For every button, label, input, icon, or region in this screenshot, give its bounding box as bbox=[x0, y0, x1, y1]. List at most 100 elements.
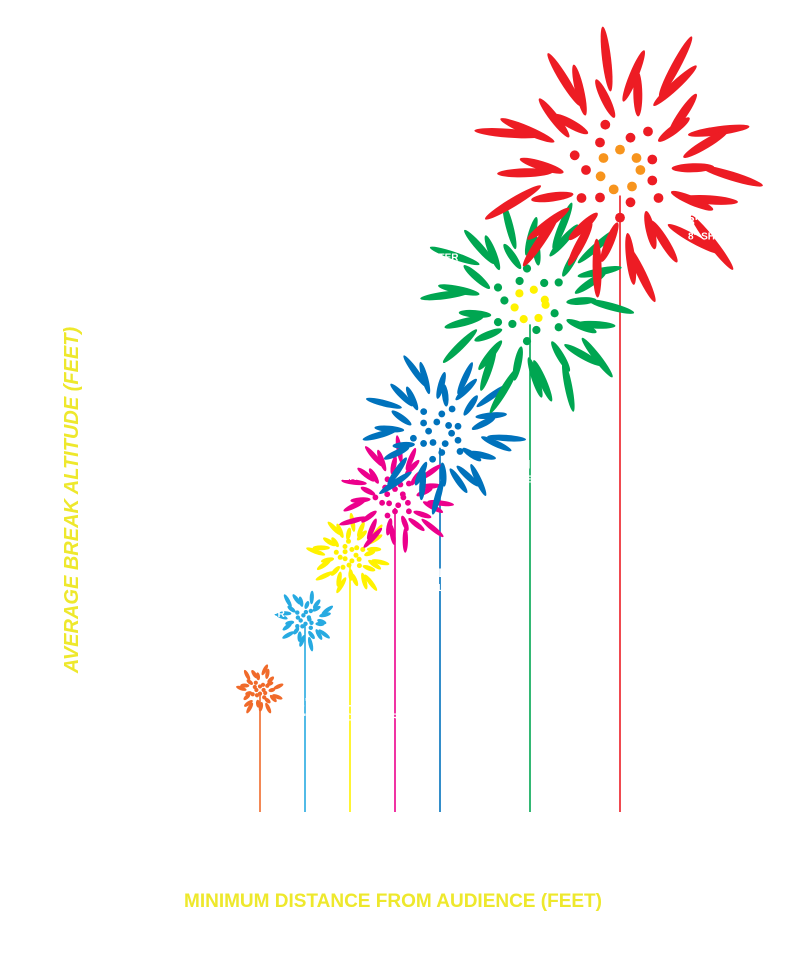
burst-dot bbox=[454, 436, 462, 444]
burst-petal bbox=[463, 265, 491, 289]
shell-label: 4" SHELL bbox=[301, 455, 356, 469]
burst-dot bbox=[265, 683, 270, 688]
burst-petal bbox=[441, 384, 449, 407]
burst-petal bbox=[304, 601, 310, 609]
burst-petal bbox=[527, 357, 543, 398]
burst-petal bbox=[306, 547, 326, 556]
burst-petal bbox=[327, 521, 341, 536]
burst-dot bbox=[346, 562, 352, 568]
burst-petal bbox=[650, 220, 678, 263]
burst-dot bbox=[250, 692, 255, 697]
burst-petal bbox=[320, 557, 335, 563]
burst-dot bbox=[595, 137, 605, 148]
burst-dot bbox=[529, 285, 538, 294]
burst-petal bbox=[321, 605, 334, 615]
x-tick-label: 900 bbox=[564, 850, 586, 865]
burst-petal bbox=[245, 691, 253, 696]
burst-dot bbox=[508, 319, 517, 329]
y-tick-label: 800 bbox=[102, 291, 124, 306]
burst-petal bbox=[455, 378, 477, 401]
burst-petal bbox=[361, 572, 368, 590]
burst-dot bbox=[510, 303, 519, 312]
burst-petal bbox=[317, 618, 327, 625]
burst-dot bbox=[653, 193, 664, 203]
burst-petal bbox=[449, 468, 468, 494]
shell-diameter-label: 2.5" SHELL DIAMETER bbox=[176, 609, 286, 620]
burst-petal bbox=[625, 232, 637, 285]
burst-petal bbox=[243, 700, 253, 707]
y-tick-label: 500 bbox=[102, 484, 124, 499]
shell-stems bbox=[259, 195, 621, 812]
burst-petal bbox=[315, 629, 323, 640]
y-tick-label: 0 bbox=[117, 805, 124, 820]
burst-petal bbox=[343, 499, 366, 512]
burst-petal bbox=[363, 527, 383, 548]
burst-dot bbox=[356, 563, 362, 569]
burst-petal bbox=[414, 461, 428, 486]
burst-petal bbox=[357, 467, 375, 482]
burst-petal bbox=[365, 397, 402, 409]
burst-dot bbox=[615, 144, 625, 155]
burst-petal bbox=[292, 594, 301, 605]
shell-label: 3" SHELL bbox=[398, 566, 453, 580]
burst-petal bbox=[600, 26, 613, 92]
burst-petal bbox=[236, 685, 247, 691]
burst-dot bbox=[438, 410, 446, 418]
burst-dot bbox=[569, 150, 580, 161]
burst-petal bbox=[413, 510, 432, 519]
y-tick-label: 200 bbox=[102, 677, 124, 692]
burst-petal bbox=[500, 118, 555, 143]
burst-dot bbox=[306, 615, 312, 620]
burst-petal bbox=[401, 515, 409, 531]
shell-diameter-label: 5" SHELL DIAMETER bbox=[498, 474, 599, 485]
burst-petal bbox=[246, 702, 254, 714]
burst-petal bbox=[374, 425, 405, 433]
burst-dot bbox=[522, 337, 532, 346]
burst-dot bbox=[420, 408, 428, 416]
burst-petal bbox=[265, 702, 272, 714]
firework-burst bbox=[306, 512, 390, 594]
burst-petal bbox=[267, 676, 275, 684]
burst-petal bbox=[390, 383, 414, 407]
burst-dot bbox=[349, 547, 355, 552]
burst-petal bbox=[309, 590, 314, 605]
burst-petal bbox=[458, 309, 492, 318]
burst-petal bbox=[307, 636, 314, 652]
burst-petal bbox=[299, 634, 306, 647]
burst-dot bbox=[254, 693, 260, 698]
burst-petal bbox=[264, 697, 271, 704]
shell-label: 2.5" SHELL bbox=[220, 592, 285, 606]
burst-petal bbox=[658, 36, 693, 97]
burst-petal bbox=[348, 569, 354, 581]
burst-dot bbox=[395, 502, 402, 509]
burst-petal bbox=[700, 165, 763, 187]
burst-petal bbox=[481, 436, 512, 452]
burst-petal bbox=[489, 368, 518, 414]
burst-petal bbox=[255, 672, 261, 681]
burst-petal bbox=[251, 669, 258, 679]
burst-petal bbox=[429, 246, 480, 266]
burst-petal bbox=[323, 537, 336, 547]
y-tick-label: 1000 ft bbox=[83, 163, 125, 178]
burst-dot bbox=[386, 500, 392, 507]
burst-petal bbox=[312, 545, 330, 551]
burst-petal bbox=[318, 629, 330, 639]
burst-petal bbox=[683, 130, 729, 158]
burst-petal bbox=[366, 546, 382, 552]
x-tick-label: 500 bbox=[384, 850, 406, 865]
burst-petal bbox=[471, 417, 496, 430]
burst-petal bbox=[308, 630, 315, 640]
burst-dot bbox=[420, 440, 427, 447]
burst-petal bbox=[293, 627, 300, 635]
burst-petal bbox=[421, 518, 444, 538]
burst-petal bbox=[315, 571, 334, 581]
burst-petal bbox=[588, 299, 635, 314]
burst-petal bbox=[312, 605, 321, 612]
burst-dot bbox=[356, 556, 362, 562]
burst-petal bbox=[478, 340, 503, 371]
burst-dot bbox=[295, 610, 300, 615]
x-tick-label: 200 bbox=[249, 850, 271, 865]
y-tick-label: 900 bbox=[102, 227, 124, 242]
burst-petal bbox=[444, 316, 484, 329]
burst-dot bbox=[379, 499, 385, 506]
